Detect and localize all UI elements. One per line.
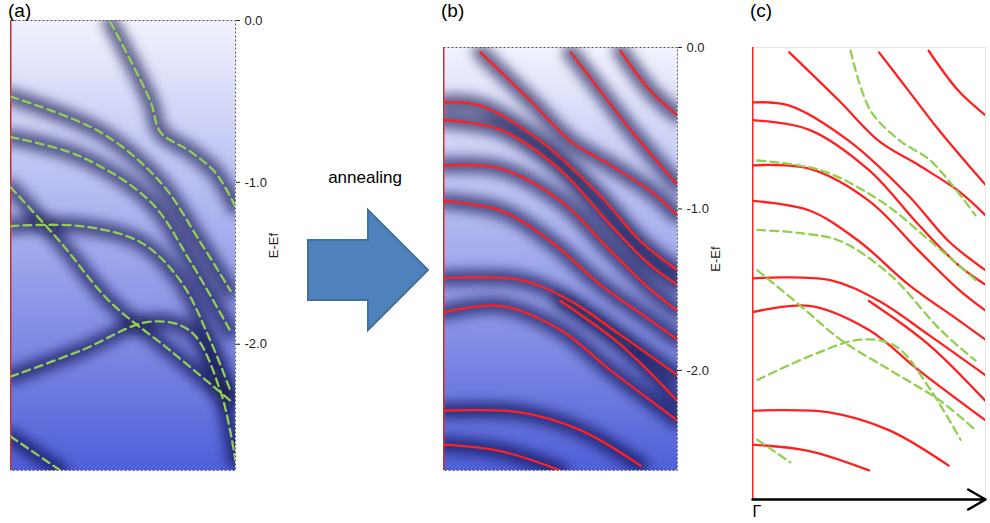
html-text:annealing: annealing xyxy=(328,168,402,187)
svg-text:0.0: 0.0 xyxy=(687,40,705,55)
html-text:(c): (c) xyxy=(750,0,773,21)
svg-text:-2.0: -2.0 xyxy=(245,336,267,351)
svg-text:-2.0: -2.0 xyxy=(687,363,709,378)
html-text:(b): (b) xyxy=(441,0,465,21)
svg-text:E-Ef: E-Ef xyxy=(266,232,281,258)
svg-text:E-Ef: E-Ef xyxy=(708,246,723,272)
svg-text:-1.0: -1.0 xyxy=(245,175,267,190)
svg-text:-1.0: -1.0 xyxy=(687,201,709,216)
svg-text:Γ: Γ xyxy=(753,503,762,520)
svg-text:0.0: 0.0 xyxy=(245,13,263,28)
html-text:(a): (a) xyxy=(8,0,32,21)
